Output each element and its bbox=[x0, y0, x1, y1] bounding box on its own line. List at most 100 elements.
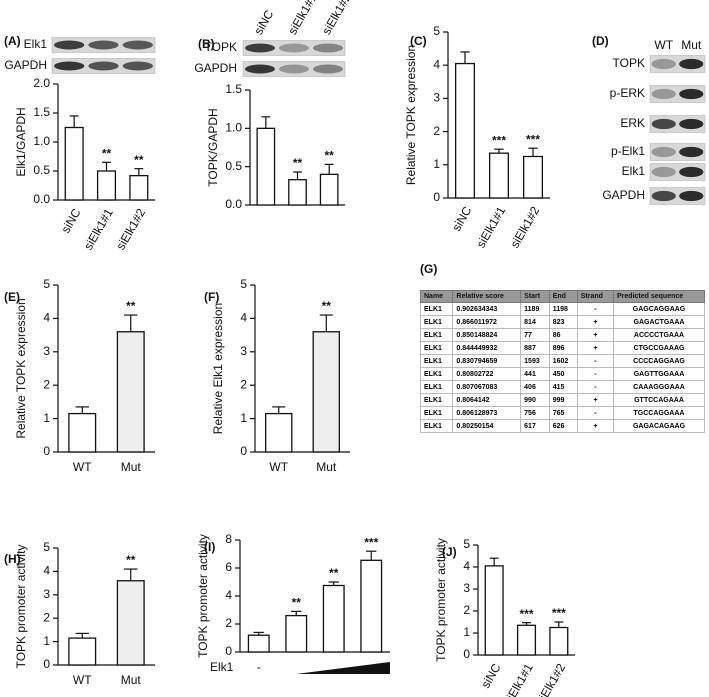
table-cell: CCCCAGGAAG bbox=[613, 354, 705, 368]
significance-label: ** bbox=[126, 299, 136, 313]
y-tick-label: 3 bbox=[463, 581, 470, 595]
table-cell: ELK1 bbox=[419, 393, 454, 407]
table-cell: 415 bbox=[548, 380, 578, 394]
table-row: ELK1 0.806128973 756 765- TGCCAGGAAA bbox=[419, 406, 705, 420]
table-cell: 814 bbox=[520, 315, 550, 329]
y-tick-label: 2.0 bbox=[33, 76, 50, 90]
bar bbox=[68, 412, 97, 453]
blot-row-label: GAPDH bbox=[602, 188, 645, 202]
table-header: Name Relative score Start End Strand Predicte… bbox=[419, 290, 705, 303]
blot-band bbox=[122, 40, 153, 50]
y-tick-label: 0 bbox=[433, 190, 440, 204]
table-cell: GAGACTGAAA bbox=[613, 315, 705, 329]
blot-band bbox=[279, 43, 309, 53]
table-header-cell: End bbox=[548, 290, 578, 303]
panel-label: (E) bbox=[4, 290, 20, 304]
x-tick-label: siElk1#2 bbox=[508, 204, 543, 251]
x-tick-label: siNC bbox=[58, 206, 83, 236]
table-cell: GAGCAGGAAG bbox=[613, 302, 705, 316]
y-tick-label: 5 bbox=[43, 540, 50, 554]
bar bbox=[285, 614, 308, 653]
bar bbox=[549, 626, 569, 656]
table-cell: 887 bbox=[520, 341, 550, 355]
y-tick-label: 1.5 bbox=[225, 82, 242, 96]
blot-strip bbox=[242, 40, 346, 56]
blot-band bbox=[679, 118, 704, 130]
blot-band bbox=[651, 146, 676, 158]
bar bbox=[360, 559, 383, 653]
table-cell: 0.850148824 bbox=[452, 328, 522, 342]
y-tick-label: 0.0 bbox=[33, 192, 50, 206]
y-axis-label: Relative TOPK expression bbox=[14, 298, 28, 438]
blot-band bbox=[651, 58, 676, 70]
gradient-triangle bbox=[296, 662, 390, 674]
table-cell: + bbox=[576, 328, 615, 342]
significance-label: ** bbox=[324, 149, 334, 163]
panel-label: (B) bbox=[198, 37, 215, 51]
table-cell: ELK1 bbox=[419, 341, 454, 355]
table-cell: 406 bbox=[520, 380, 550, 394]
table-row: ELK1 0.807067083 406 415- CAAAGGGAAA bbox=[419, 380, 705, 394]
y-tick-label: 2 bbox=[43, 377, 50, 391]
panel-label: (G) bbox=[420, 262, 437, 276]
table-cell: 0.902634343 bbox=[452, 302, 522, 316]
y-tick-label: 0.5 bbox=[225, 159, 242, 173]
table-cell: - bbox=[576, 354, 615, 368]
blot-row-label: Elk1 bbox=[24, 37, 48, 51]
y-tick-label: 1.0 bbox=[225, 121, 242, 135]
y-tick-label: 2 bbox=[433, 124, 440, 138]
y-tick-label: 1.0 bbox=[33, 134, 50, 148]
table-cell: 0.807067083 bbox=[452, 380, 522, 394]
bar bbox=[265, 412, 293, 453]
table-row: ELK1 0.830794659 1593 1602- CCCCAGGAAG bbox=[419, 354, 705, 368]
y-tick-label: 2 bbox=[43, 610, 50, 624]
x-tick-label: siElk1#2 bbox=[533, 661, 568, 697]
table-cell: + bbox=[576, 419, 615, 433]
x-tick-label: - bbox=[257, 660, 261, 674]
table-cell: ELK1 bbox=[419, 367, 454, 381]
table-cell: GAGTTGGAAA bbox=[613, 367, 705, 381]
blot-strip bbox=[242, 61, 346, 77]
blot-band bbox=[313, 43, 343, 53]
table-row: ELK1 0.8064142 990 999 + GTTCCAGAAA bbox=[419, 393, 705, 407]
table-cell: 441 bbox=[520, 367, 550, 381]
table-cell: 999 bbox=[548, 393, 578, 407]
table-cell: ELK1 bbox=[419, 315, 454, 329]
blot-band bbox=[679, 146, 704, 158]
blot-band bbox=[54, 40, 85, 50]
y-axis-label: Relative TOPK expression bbox=[404, 45, 418, 185]
bar bbox=[488, 152, 509, 199]
table-cell: 77 bbox=[520, 328, 550, 342]
blot-band bbox=[679, 58, 704, 70]
bar bbox=[256, 127, 276, 206]
y-tick-label: 4 bbox=[43, 311, 50, 325]
table-header-cell: Predicted sequence bbox=[613, 290, 705, 303]
y-tick-label: 1 bbox=[433, 157, 440, 171]
y-axis-label: TOPK promoter activity bbox=[14, 545, 28, 669]
y-tick-label: 4 bbox=[225, 588, 232, 602]
y-tick-label: 1.5 bbox=[33, 105, 50, 119]
table-cell: 0.80250154 bbox=[452, 419, 522, 433]
bar bbox=[288, 179, 307, 206]
table-cell: 0.866011972 bbox=[452, 315, 522, 329]
y-tick-label: 2 bbox=[240, 377, 247, 391]
x-tick-label: siElk1#1 bbox=[474, 204, 509, 251]
blot-band bbox=[313, 64, 343, 74]
y-tick-label: 0 bbox=[240, 444, 247, 458]
x-tick-label: WT bbox=[269, 460, 288, 474]
table-row: ELK1 0.80802722 441 450- GAGTTGGAAA bbox=[419, 367, 705, 381]
panel-label: (I) bbox=[204, 540, 215, 554]
table-cell: - bbox=[576, 367, 615, 381]
table-cell: ELK1 bbox=[419, 419, 454, 433]
table-cell: ELK1 bbox=[419, 328, 454, 342]
table-cell: 617 bbox=[520, 419, 550, 433]
y-tick-label: 4 bbox=[463, 559, 470, 573]
table-cell: 86 bbox=[548, 328, 578, 342]
table-row: ELK1 0.844449932 887 896 + CTGCCGAAAG bbox=[419, 341, 705, 355]
table-cell: 1593 bbox=[520, 354, 550, 368]
bar bbox=[116, 580, 145, 666]
bar bbox=[312, 331, 340, 453]
table-cell: + bbox=[576, 393, 615, 407]
y-tick-label: 3 bbox=[43, 344, 50, 358]
